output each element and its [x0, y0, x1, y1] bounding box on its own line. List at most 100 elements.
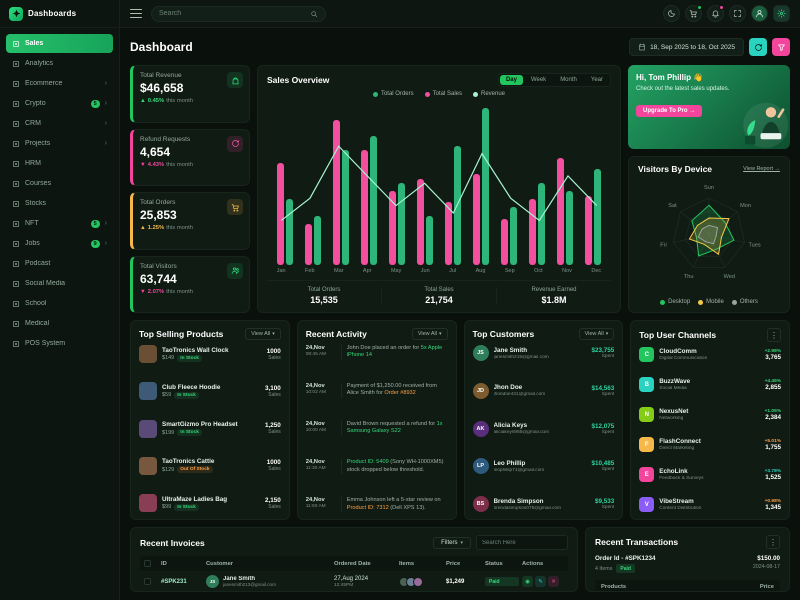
sidebar-menu: Sales Analytics Ecommerce ›	[0, 28, 119, 359]
channel-row[interactable]: F FlashConnect Direct Marketing +5.01% 1…	[639, 437, 781, 452]
customer-row[interactable]: JS Jane Smith janesmith215@gmail.com $23…	[472, 345, 614, 361]
channel-row[interactable]: N NexusNet Networking +1.05% 2,384	[639, 407, 781, 422]
sidebar-item[interactable]: Ecommerce ›	[6, 74, 113, 93]
date-range-picker[interactable]: 18, Sep 2025 to 18, Oct 2025	[629, 38, 744, 56]
svg-text:Sat: Sat	[668, 203, 677, 209]
product-price: $99	[162, 504, 172, 510]
hamburger-menu-button[interactable]	[130, 8, 142, 19]
more-options-button[interactable]	[766, 535, 780, 549]
view-all-button[interactable]: View All	[578, 328, 615, 340]
sidebar-item-icon	[12, 340, 20, 348]
transaction-row[interactable]: Order Id - #SPK1234 4 Items Paid $150.00…	[595, 555, 780, 573]
search-input[interactable]	[159, 10, 306, 17]
customer-row[interactable]: AK Alicia Keys aliciakeys985@gmail.com $…	[472, 420, 614, 437]
sidebar-item[interactable]: CRM ›	[6, 114, 113, 133]
stat-card-total-revenue[interactable]: Total Revenue $46,658 ▲ 0.45% this month	[130, 65, 250, 123]
stat-card-total-visitors[interactable]: Total Visitors 63,744 ▼ 2.07% this month	[130, 255, 250, 313]
product-row[interactable]: Club Fleece Hoodie $59 In Stock 3,100 Sa…	[139, 382, 281, 401]
activity-link[interactable]: Product ID: 5409	[346, 459, 389, 466]
chart-range-tab[interactable]: Month	[554, 75, 583, 85]
settings-button[interactable]	[773, 5, 790, 22]
sidebar-item[interactable]: School	[6, 294, 113, 313]
sidebar-item-icon	[12, 60, 20, 68]
product-info: TaoTronics Wall Clock $149 In Stock	[162, 347, 262, 362]
invoices-search-input[interactable]	[476, 535, 568, 550]
stat-card-total-orders[interactable]: Total Orders 25,853 ▲ 1.25% this month	[130, 192, 250, 250]
fullscreen-button[interactable]	[729, 5, 746, 22]
filters-dropdown[interactable]: Filters	[433, 536, 471, 549]
delete-button[interactable]: ✕	[548, 576, 559, 587]
product-row[interactable]: UltraMaze Ladies Bag $99 In Stock 2,150 …	[139, 494, 281, 512]
moon-icon	[667, 9, 676, 18]
customers-header: Top Customers View All	[473, 328, 615, 340]
upgrade-to-pro-button[interactable]: Upgrade To Pro →	[636, 105, 703, 118]
product-row[interactable]: SmartGizmo Pro Headset $199 In Stock 1,2…	[139, 419, 281, 438]
invoice-row[interactable]: #SPK231 JS Jane Smith janesmith213@gmail…	[140, 571, 568, 591]
summary-label: Total Orders	[307, 287, 341, 293]
customer-spent-label: Spent	[601, 391, 615, 397]
sidebar-item[interactable]: Projects ›	[6, 134, 113, 153]
view-report-link[interactable]: View Report →	[743, 166, 780, 172]
notifications-button[interactable]	[707, 5, 724, 22]
sidebar-item[interactable]: Social Media	[6, 274, 113, 293]
product-row[interactable]: TaoTronics Cattle $129 Out Of Stock 1000…	[139, 456, 281, 475]
cart-icon	[689, 9, 698, 18]
total-sales-bar	[529, 199, 536, 265]
customer-row[interactable]: JD Jhon Doe jhondoe431@gmail.com $14,563…	[472, 382, 615, 399]
activity-link[interactable]: 1x Samsung Galaxy S22	[346, 421, 443, 435]
sidebar-item[interactable]: Jobs 9 ›	[6, 234, 113, 253]
sidebar-item[interactable]: Podcast	[6, 254, 113, 273]
sidebar-item[interactable]: Stocks	[6, 194, 113, 213]
chart-range-tab[interactable]: Week	[525, 75, 552, 85]
channels-list: C CloudComm Digital Communication +2.98%…	[639, 347, 781, 512]
chart-range-tab[interactable]: Day	[499, 75, 523, 85]
sidebar-item-icon	[12, 220, 20, 228]
total-sales-bar	[333, 119, 340, 265]
sidebar-item-label: Sales	[25, 40, 44, 47]
edit-button[interactable]: ✎	[535, 576, 546, 587]
sidebar-item[interactable]: Crypto 5 ›	[6, 94, 113, 113]
profile-avatar[interactable]	[751, 5, 768, 22]
channel-row[interactable]: E EchoLink Feedback & Surveys +3.78% 1,5…	[639, 467, 781, 482]
channel-row[interactable]: B BuzzWave Social Media +4.45% 2,855	[639, 377, 781, 392]
cart-button[interactable]	[685, 5, 702, 22]
select-all-checkbox[interactable]	[144, 560, 151, 567]
activity-item: 24,Nov 11:50 AM Emma Johnson left a 5-st…	[306, 497, 448, 512]
sidebar-item-label: Projects	[25, 140, 51, 147]
stat-card-refund-requests[interactable]: Refund Requests 4,654 ▼ 4.43% this month	[130, 128, 250, 186]
view-button[interactable]: ◉	[522, 576, 533, 587]
activity-link[interactable]: Order #8932	[384, 390, 416, 397]
channel-name: NexusNet	[659, 408, 689, 415]
sidebar-item[interactable]: Courses	[6, 174, 113, 193]
month-label: Mar	[333, 268, 344, 274]
view-all-button[interactable]: View All	[411, 328, 448, 340]
logo[interactable]: Dashboards	[0, 0, 119, 28]
column-header: Price	[446, 560, 461, 567]
stat-trend: ▼ 4.43% this month	[140, 162, 242, 168]
sidebar-item[interactable]: Analytics	[6, 54, 113, 73]
view-all-button[interactable]: View All	[245, 328, 281, 340]
chart-range-tab[interactable]: Year	[585, 75, 609, 85]
sidebar-item[interactable]: POS System	[6, 334, 113, 353]
channel-row[interactable]: C CloudComm Digital Communication +2.98%…	[639, 347, 781, 362]
sidebar-item-label: Podcast	[25, 260, 51, 267]
channel-row[interactable]: V VibeStream Content Distribution +0.98%…	[639, 497, 781, 512]
activity-link[interactable]: 5x Apple iPhone 14	[346, 345, 443, 359]
more-options-button[interactable]	[767, 328, 781, 342]
product-row[interactable]: TaoTronics Wall Clock $149 In Stock 1000…	[139, 345, 281, 363]
sidebar-item[interactable]: HRM	[6, 154, 113, 173]
summary-value: $1.8M	[541, 295, 567, 305]
refresh-button[interactable]	[749, 38, 767, 56]
sidebar-item[interactable]: Sales	[6, 34, 113, 53]
customer-row[interactable]: BS Brenda Simpson brendasimpson075@gmail…	[472, 496, 614, 512]
theme-toggle-button[interactable]	[663, 5, 680, 22]
sidebar-item[interactable]: Medical	[6, 314, 113, 333]
bag-icon	[227, 72, 243, 88]
column-header: Ordered Date	[334, 560, 371, 567]
activity-link[interactable]: Product ID: 7312	[346, 504, 389, 511]
sidebar-item-label: CRM	[25, 120, 41, 127]
row-checkbox[interactable]	[144, 578, 151, 585]
sidebar-item[interactable]: NFT 5 ›	[6, 214, 113, 233]
filter-button[interactable]	[772, 38, 790, 56]
customer-row[interactable]: LP Leo Phillip leophillip71@gmail.com $1…	[472, 458, 614, 475]
